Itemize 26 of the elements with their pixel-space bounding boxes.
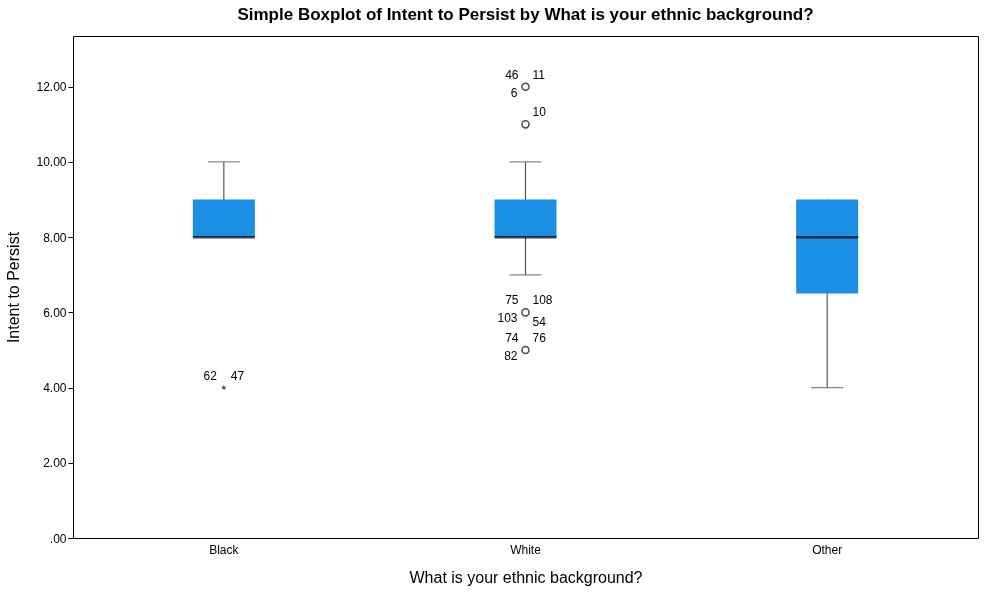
- y-tick-label: 12.00: [36, 80, 67, 95]
- annotation: 103: [497, 311, 518, 326]
- annotation: 54: [532, 315, 547, 330]
- y-tick-label: 6.00: [43, 305, 67, 320]
- annotation: 82: [504, 348, 518, 363]
- chart-title: Simple Boxplot of Intent to Persist by What is your ethnic background?: [237, 5, 814, 24]
- y-tick-label: 8.00: [43, 230, 67, 245]
- annotation: 6: [510, 85, 518, 100]
- annotation: 11: [532, 67, 546, 82]
- y-tick-label: 4.00: [43, 381, 67, 396]
- y-tick-label: 2.00: [43, 456, 67, 471]
- annotation: 108: [532, 293, 553, 308]
- annotation: 62: [203, 368, 218, 383]
- annotation: 47: [230, 368, 245, 383]
- annotation: 10: [532, 105, 547, 120]
- annotation: 76: [532, 330, 547, 345]
- x-tick-label: White: [510, 542, 542, 557]
- x-tick-label: Other: [812, 542, 843, 557]
- y-tick-label: 10.00: [36, 155, 67, 170]
- annotation: 75: [505, 293, 519, 308]
- annotation: 46: [505, 67, 519, 82]
- y-tick-label: .00: [49, 531, 67, 546]
- annotation: 74: [505, 330, 519, 345]
- y-axis-title: Intent to Persist: [5, 231, 23, 344]
- x-tick-label: Black: [209, 542, 240, 557]
- x-axis-title: What is your ethnic background?: [409, 568, 643, 586]
